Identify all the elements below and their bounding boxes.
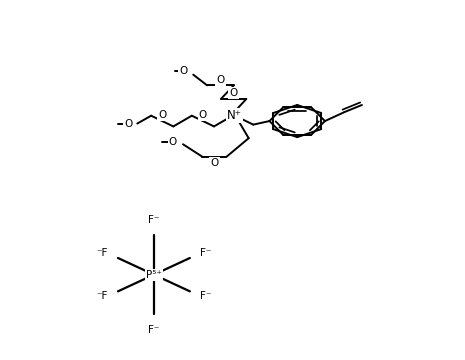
Text: O: O: [199, 110, 207, 120]
Text: O: O: [169, 138, 177, 148]
Text: O: O: [158, 110, 166, 120]
Text: F⁻: F⁻: [199, 291, 211, 301]
Text: O: O: [230, 88, 238, 98]
Text: F⁻: F⁻: [148, 215, 159, 225]
Text: O: O: [179, 66, 188, 76]
Text: O: O: [210, 158, 219, 168]
Text: F⁻: F⁻: [148, 325, 159, 335]
Text: P⁵⁺: P⁵⁺: [146, 270, 162, 280]
Text: O: O: [216, 75, 225, 85]
Text: N⁺: N⁺: [227, 109, 242, 122]
Text: ⁻F: ⁻F: [97, 291, 108, 301]
Text: ⁻F: ⁻F: [97, 248, 108, 258]
Text: F⁻: F⁻: [199, 248, 211, 258]
Text: O: O: [124, 118, 132, 129]
